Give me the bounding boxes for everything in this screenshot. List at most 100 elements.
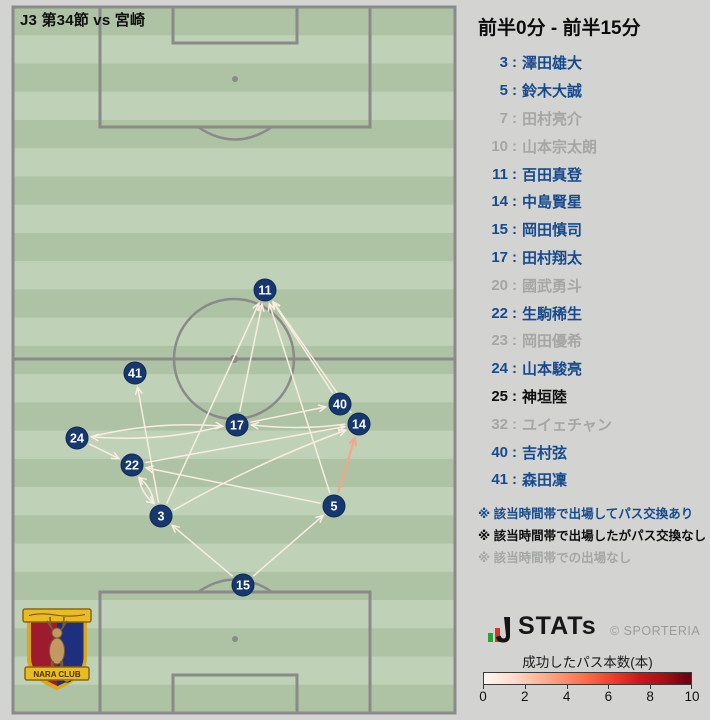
player-row: 25: 神垣陸 (470, 383, 710, 411)
colorbar-gradient (483, 672, 692, 685)
copyright-text: © SPORTERIA (610, 624, 701, 638)
player-colon: : (512, 360, 517, 378)
player-row: 23: 岡田優希 (470, 327, 710, 355)
player-name: 神垣陸 (522, 388, 568, 406)
player-colon: : (512, 54, 517, 72)
colorbar-ticks: 0 2 4 6 8 10 (479, 685, 700, 709)
player-number: 40 (491, 443, 508, 461)
player-colon: : (512, 82, 517, 100)
status-legend: ※ 該当時間帯で出場してパス交換あり ※ 該当時間帯で出場したがパス交換なし ※… (478, 504, 706, 569)
pass-edge (239, 302, 265, 412)
pitch-stripes (13, 7, 455, 714)
player-node-24: 24 (65, 426, 89, 450)
node-number: 14 (352, 418, 366, 432)
legend-line-no-pass: ※ 該当時間帯で出場したがパス交換なし (478, 528, 707, 543)
player-row: 15: 岡田慎司 (470, 216, 710, 244)
tick-mark (691, 685, 692, 689)
player-row: 5: 鈴木大誠 (470, 77, 710, 105)
player-name: 山本宗太朗 (522, 138, 598, 156)
pass-edges (88, 300, 358, 577)
player-node-17: 17 (225, 413, 249, 437)
node-number: 24 (70, 432, 84, 446)
match-label: J3 第34節 vs 宮崎 (20, 12, 146, 29)
player-node-15: 15 (231, 573, 255, 597)
tick-mark (483, 685, 484, 689)
player-name: 國武勇斗 (522, 277, 583, 295)
side-panel: 前半0分 - 前半15分 3: 澤田雄大 5: 鈴木大誠 7: 田村亮介 10: 山本宗太朗 1… (470, 0, 710, 720)
player-colon: : (512, 137, 517, 155)
pass-edge (252, 514, 325, 577)
player-colon: : (512, 443, 517, 461)
pass-edge (137, 476, 156, 505)
tick-label: 8 (646, 689, 654, 704)
node-number: 15 (236, 579, 250, 593)
time-range-title: 前半0分 - 前半15分 (478, 18, 641, 39)
tick-mark (524, 685, 526, 689)
player-row: 11: 百田真登 (470, 160, 710, 188)
tick-label: 10 (684, 689, 700, 704)
player-number: 3 (499, 54, 508, 72)
tick-label: 4 (562, 689, 571, 704)
player-node-41: 41 (123, 361, 147, 385)
tick-mark (566, 685, 568, 689)
node-number: 5 (331, 500, 338, 514)
player-colon: : (512, 304, 517, 322)
player-row: 17: 田村翔太 (470, 244, 710, 272)
stats-brand-text: STATs (518, 612, 597, 640)
player-number: 41 (491, 471, 508, 489)
player-row: 7: 田村亮介 (470, 105, 710, 133)
player-number: 23 (491, 332, 508, 350)
player-node-40: 40 (328, 392, 352, 416)
tick-label: 2 (521, 689, 529, 704)
player-row: 32: ユイェチャン (470, 410, 710, 438)
player-number: 25 (491, 387, 508, 405)
player-number: 15 (491, 221, 508, 239)
player-node-3: 3 (149, 504, 173, 528)
pass-edge (249, 421, 346, 430)
player-colon: : (512, 109, 517, 127)
player-colon: : (512, 276, 517, 294)
player-number: 24 (491, 360, 508, 378)
player-number: 32 (491, 415, 508, 433)
player-row: 3: 澤田雄大 (470, 49, 710, 77)
player-name: 森田凜 (522, 472, 568, 490)
player-number: 22 (491, 304, 508, 322)
node-number: 41 (128, 367, 142, 381)
player-colon: : (512, 471, 517, 489)
node-number: 17 (230, 419, 244, 433)
crest-club-name: NARA CLUB (33, 670, 80, 679)
player-colon: : (512, 415, 517, 433)
player-number: 11 (492, 165, 508, 183)
player-number: 14 (491, 193, 508, 211)
node-number: 22 (125, 459, 139, 473)
player-name: ユイェチャン (522, 416, 612, 434)
player-name: 田村亮介 (522, 110, 583, 128)
player-node-11: 11 (253, 278, 277, 302)
colorbar-title: 成功したパス本数(本) (522, 655, 653, 670)
pass-edge (88, 443, 121, 460)
tick-mark (608, 685, 610, 689)
player-row: 10: 山本宗太朗 (470, 132, 710, 160)
player-name: 澤田雄大 (522, 55, 583, 73)
player-name: 中島賢星 (522, 194, 583, 212)
player-colon: : (512, 332, 517, 350)
player-name: 山本駿亮 (522, 361, 583, 379)
player-name: 吉村弦 (522, 444, 568, 462)
player-node-14: 14 (347, 412, 371, 436)
player-row: 41: 森田凜 (470, 466, 710, 494)
pass-edge (272, 300, 334, 394)
legend-line-pass: ※ 該当時間帯で出場してパス交換あり (478, 507, 694, 521)
player-name: 田村翔太 (522, 249, 583, 267)
tick-mark (650, 685, 652, 689)
player-number: 7 (499, 109, 508, 127)
player-name: 岡田優希 (522, 333, 583, 351)
player-number: 10 (491, 137, 508, 155)
player-colon: : (512, 387, 517, 405)
pass-network-pitch: NARA CLUB 11 41 40 14 17 24 22 3 5 15 (11, 5, 457, 715)
player-number: 20 (491, 276, 508, 294)
player-colon: : (512, 248, 517, 266)
pass-edge (170, 524, 234, 577)
player-name: 百田真登 (522, 166, 583, 184)
player-number: 5 (499, 82, 508, 100)
player-colon: : (512, 221, 517, 239)
